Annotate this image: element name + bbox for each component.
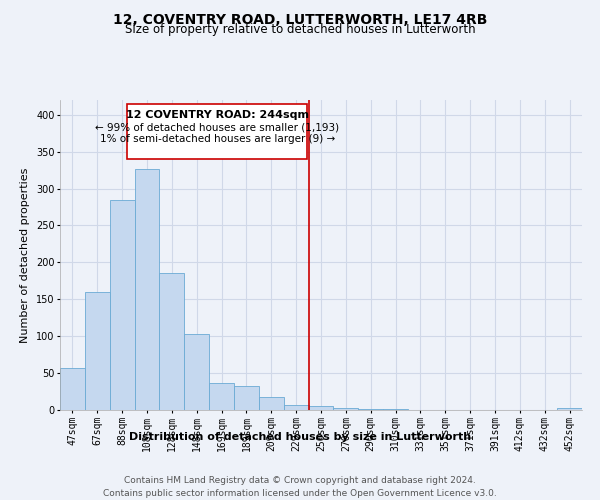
Bar	[308, 406, 334, 410]
Text: 1% of semi-detached houses are larger (9) →: 1% of semi-detached houses are larger (9…	[100, 134, 335, 144]
Bar	[160, 274, 184, 410]
Text: Size of property relative to detached houses in Lutterworth: Size of property relative to detached ho…	[125, 22, 475, 36]
Text: Distribution of detached houses by size in Lutterworth: Distribution of detached houses by size …	[129, 432, 471, 442]
FancyBboxPatch shape	[127, 104, 307, 159]
Text: ← 99% of detached houses are smaller (1,193): ← 99% of detached houses are smaller (1,…	[95, 122, 339, 132]
Text: Contains public sector information licensed under the Open Government Licence v3: Contains public sector information licen…	[103, 489, 497, 498]
Text: 12 COVENTRY ROAD: 244sqm: 12 COVENTRY ROAD: 244sqm	[126, 110, 309, 120]
Bar	[557, 408, 582, 410]
Bar	[383, 408, 408, 410]
Bar	[184, 334, 209, 410]
Bar	[284, 405, 308, 410]
Bar	[259, 396, 284, 410]
Bar	[358, 408, 383, 410]
Bar	[134, 168, 160, 410]
Bar	[234, 386, 259, 410]
Text: Contains HM Land Registry data © Crown copyright and database right 2024.: Contains HM Land Registry data © Crown c…	[124, 476, 476, 485]
Text: 12, COVENTRY ROAD, LUTTERWORTH, LE17 4RB: 12, COVENTRY ROAD, LUTTERWORTH, LE17 4RB	[113, 12, 487, 26]
Bar	[85, 292, 110, 410]
Bar	[334, 408, 358, 410]
Bar	[110, 200, 134, 410]
Bar	[209, 382, 234, 410]
Bar	[60, 368, 85, 410]
Y-axis label: Number of detached properties: Number of detached properties	[20, 168, 30, 342]
